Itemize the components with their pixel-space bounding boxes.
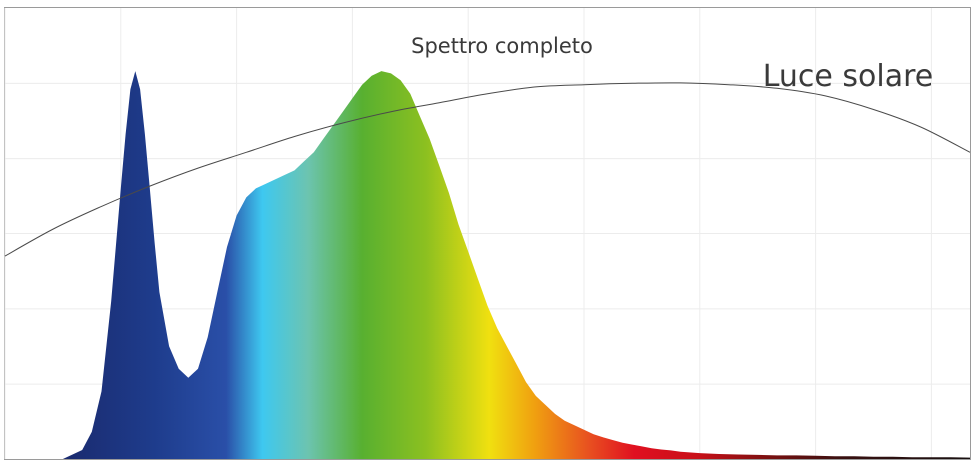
sunlight-series-label: Luce solare [763, 59, 934, 94]
chart-title: Spettro completo [411, 34, 593, 58]
sunlight-curve [4, 82, 971, 257]
spectrum-area [62, 71, 970, 459]
